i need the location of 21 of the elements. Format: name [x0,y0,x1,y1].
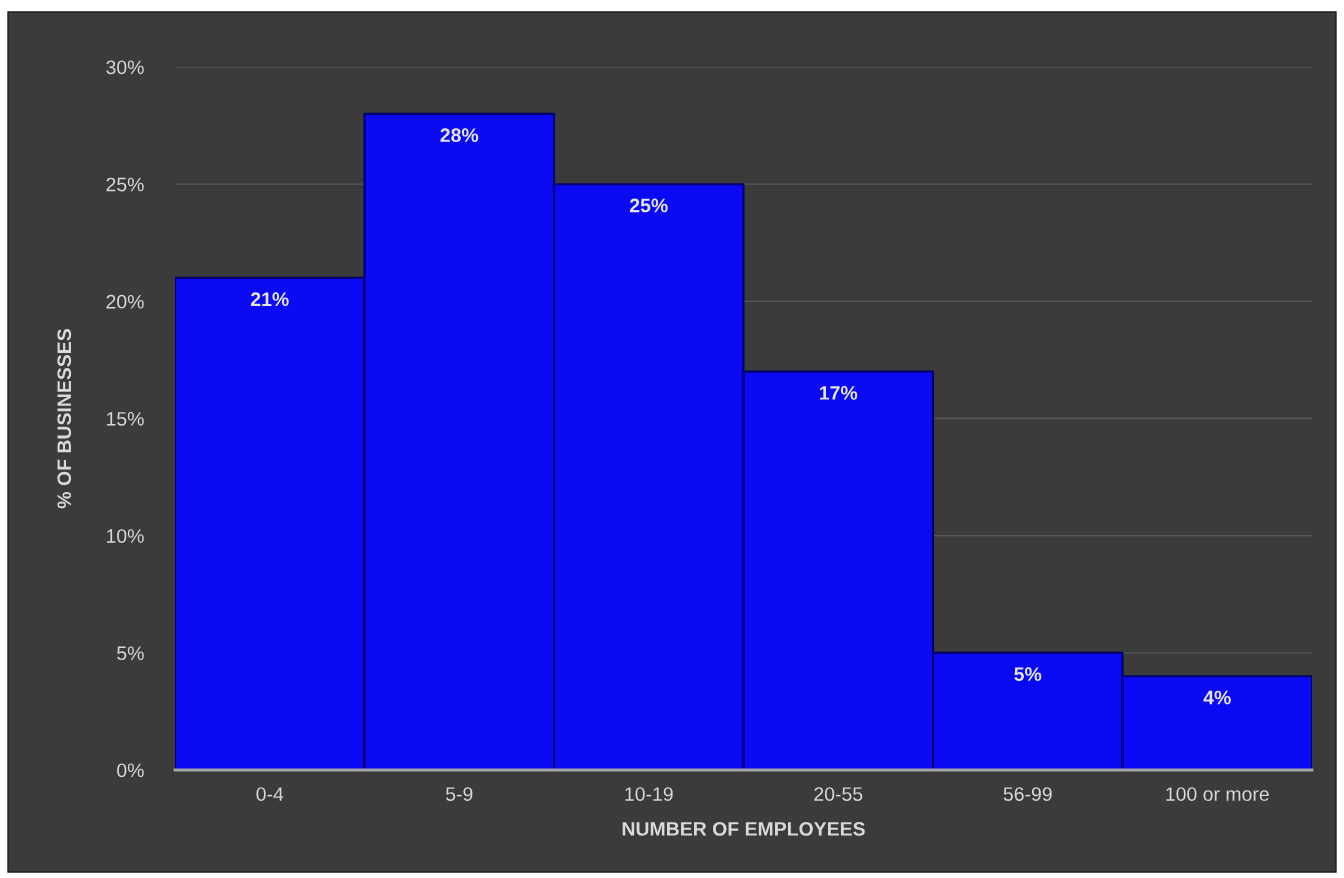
x-tick-label: 5-9 [445,787,473,801]
x-tick-label: 0-4 [256,787,284,801]
x-tick-label: 10-19 [625,787,673,801]
y-tick-label: 5% [117,646,144,661]
y-tick-label: 20% [106,294,144,309]
y-tick-label: 10% [107,529,144,543]
x-tick-label: 56-99 [1003,787,1052,801]
data-label: 21% [250,292,289,307]
x-tick-label: 20-55 [814,787,863,801]
y-tick-label: 15% [107,412,144,426]
y-tick-label: 0% [117,763,144,778]
x-axis-title: NUMBER OF EMPLOYEES [622,821,865,836]
data-label: 28% [440,128,479,143]
data-label: 17% [820,386,858,400]
data-label: 5% [1014,667,1042,681]
data-label: 25% [629,198,668,213]
y-axis-title: % OF BUSINESSES [57,329,72,509]
y-tick-label: 25% [106,177,144,192]
y-tick-label: 30% [106,60,144,75]
data-label: 4% [1203,690,1231,705]
x-tick-label: 100 or more [1166,787,1269,801]
